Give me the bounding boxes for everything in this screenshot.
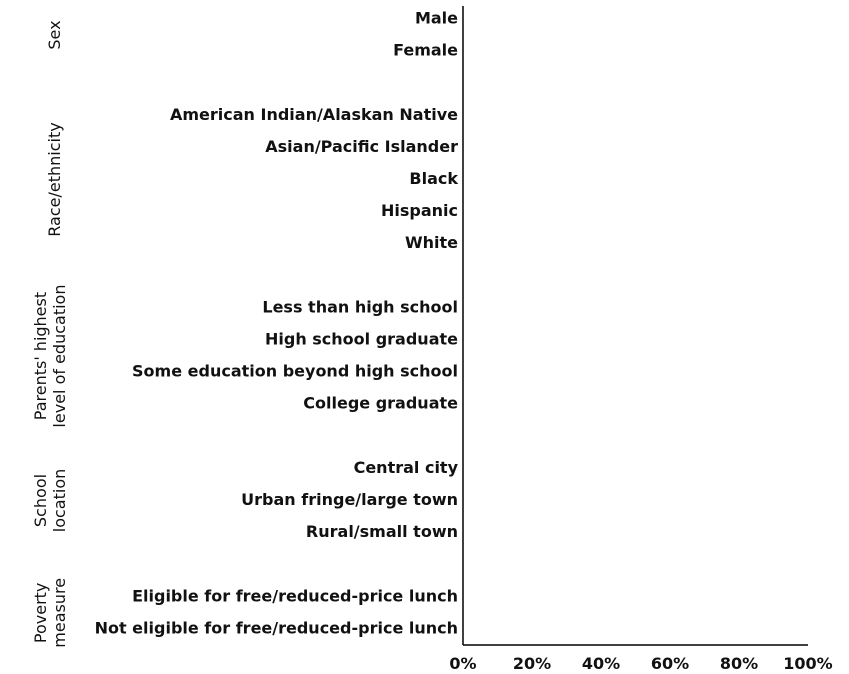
group-label: Povertymeasure bbox=[31, 578, 69, 648]
category-label: American Indian/Alaskan Native bbox=[170, 105, 458, 124]
category-label: Female bbox=[393, 41, 458, 60]
category-label: Male bbox=[415, 9, 458, 28]
category-label: Asian/Pacific Islander bbox=[265, 137, 458, 156]
x-tick-label: 80% bbox=[720, 654, 758, 673]
x-tick-label: 20% bbox=[513, 654, 551, 673]
category-label: Rural/small town bbox=[306, 522, 458, 541]
category-label: Not eligible for free/reduced-price lunc… bbox=[95, 618, 458, 637]
group-label: Schoollocation bbox=[31, 469, 69, 532]
category-label: Black bbox=[409, 169, 458, 188]
category-label: White bbox=[405, 233, 458, 252]
group-label: Race/ethnicity bbox=[45, 122, 64, 236]
group-label: Parents' highestlevel of education bbox=[31, 285, 69, 428]
x-tick-label: 0% bbox=[449, 654, 476, 673]
group-labels: Sex Race/ethnicity Parents' highestlevel o… bbox=[31, 20, 69, 647]
category-label: High school graduate bbox=[265, 330, 458, 349]
category-label: Central city bbox=[354, 458, 459, 477]
category-label: Urban fringe/large town bbox=[241, 490, 458, 509]
category-label: Less than high school bbox=[262, 297, 458, 316]
x-tick-label: 100% bbox=[783, 654, 832, 673]
category-label: Eligible for free/reduced-price lunch bbox=[132, 586, 458, 605]
x-tick-labels: 0% 20% 40% 60% 80% 100% bbox=[449, 654, 832, 673]
x-tick-label: 60% bbox=[651, 654, 689, 673]
category-label: Hispanic bbox=[381, 201, 458, 220]
category-label: College graduate bbox=[303, 394, 458, 413]
category-labels: Male Female American Indian/Alaskan Native… bbox=[95, 9, 459, 638]
x-tick-label: 40% bbox=[582, 654, 620, 673]
category-label: Some education beyond high school bbox=[132, 362, 458, 381]
group-label: Sex bbox=[45, 20, 64, 49]
